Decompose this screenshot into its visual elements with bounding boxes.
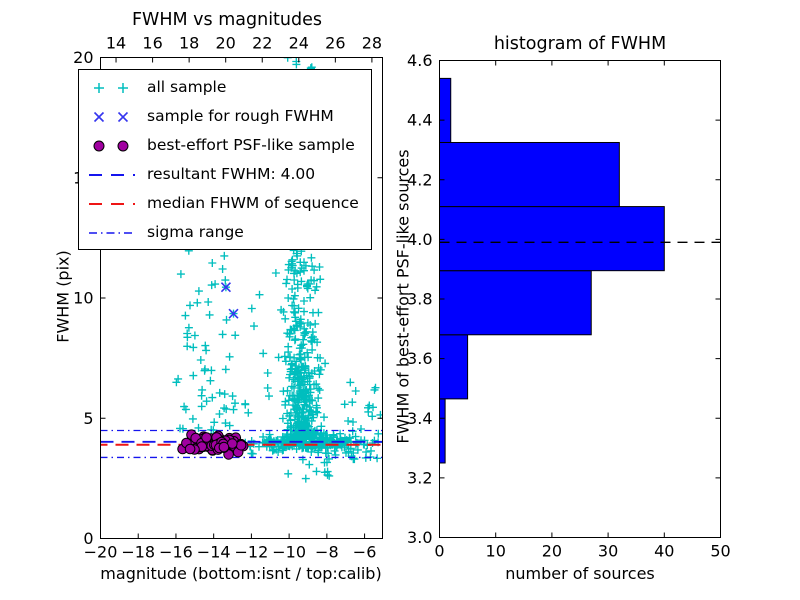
right-ytick-label: 3.2	[407, 468, 432, 487]
right-xtick-label: 20	[542, 542, 562, 561]
legend-label: median FHWM of sequence	[147, 193, 359, 212]
legend-row: best-effort PSF-like sample	[85, 131, 371, 160]
legend-marker-plus-pair	[94, 82, 128, 93]
histogram-bars	[439, 77, 665, 464]
legend-marker-circle-pair	[93, 140, 129, 151]
histogram-bar	[439, 398, 446, 464]
left-ytick-label: 0	[83, 529, 93, 548]
legend-label: sigma range	[147, 222, 244, 241]
left-xtick-label: −18	[121, 543, 155, 562]
psf-like-point	[201, 432, 212, 443]
psf-like-point	[218, 441, 230, 453]
legend-label: resultant FWHM: 4.00	[147, 164, 316, 183]
right-ytick-label: 4.6	[407, 51, 432, 70]
legend-row: sample for rough FWHM	[85, 102, 371, 131]
right-plot-title: histogram of FWHM	[493, 34, 667, 54]
left-ytick-label: 10	[73, 289, 93, 308]
left-top-xtick-label: 22	[252, 34, 272, 53]
left-xtick-label: −20	[84, 543, 118, 562]
left-top-xtick-label: 18	[179, 34, 199, 53]
right-plot-xlabel: number of sources	[505, 564, 655, 583]
left-plot-title: FWHM vs magnitudes	[131, 10, 323, 30]
rough-fwhm-points	[220, 282, 239, 319]
left-plot-data	[100, 57, 383, 483]
right-ytick-label: 3.4	[407, 409, 432, 428]
right-xtick-label: 50	[710, 542, 730, 561]
legend-row: all sample	[85, 73, 371, 102]
right-xtick-label: 0	[434, 542, 444, 561]
histogram-bar	[439, 77, 452, 143]
left-plot-xlabel: magnitude (bottom:isnt / top:calib)	[100, 564, 382, 583]
right-xtick-label: 10	[486, 542, 506, 561]
psf-like-point	[235, 440, 247, 451]
left-xtick-label: −16	[159, 543, 193, 562]
right-plot: 0 10 20 30 40 50 3.0 3.2 3.4 3.6 3.8 4.0 4.2 4.4 4.6	[407, 51, 731, 561]
histogram-bar	[439, 206, 665, 272]
right-ytick-label: 4.2	[407, 170, 432, 189]
histogram-bar	[439, 141, 620, 208]
legend-label: best-effort PSF-like sample	[147, 135, 355, 154]
psf-like-point	[184, 443, 196, 455]
right-ytick-label: 4.0	[407, 230, 432, 249]
left-xtick-label: −14	[197, 543, 231, 562]
psf-like-points	[177, 429, 249, 460]
left-ytick-label: 5	[83, 409, 93, 428]
legend-row: sigma range	[85, 218, 371, 247]
legend: all sample sample for rough FWHM best-effo…	[78, 69, 372, 250]
left-xtick-label: −6	[353, 543, 377, 562]
left-xtick-label: −10	[272, 543, 306, 562]
left-xtick-label: −12	[235, 543, 269, 562]
left-ytick-label: 20	[73, 48, 93, 67]
left-xtick-label: −8	[315, 543, 339, 562]
left-top-xtick-label: 26	[325, 34, 345, 53]
legend-marker-dashdot-line	[89, 231, 135, 234]
right-ytick-label: 3.8	[407, 290, 432, 309]
right-ytick-label: 4.4	[407, 111, 432, 130]
legend-marker-x-pair	[93, 111, 129, 122]
legend-marker-dashed-line	[89, 202, 135, 205]
legend-row: median FHWM of sequence	[85, 189, 371, 218]
right-plot-ylabel: FWHM of best-effort PSF-like sources	[393, 149, 413, 444]
left-top-xtick-label: 28	[362, 34, 382, 53]
right-xtick-label: 30	[598, 542, 618, 561]
histogram-bar	[439, 334, 469, 400]
left-plot-ylabel: FWHM (pix)	[53, 250, 73, 343]
left-top-xtick-label: 20	[216, 34, 236, 53]
legend-row: resultant FWHM: 4.00	[85, 160, 371, 189]
legend-marker-dashed-line	[89, 173, 135, 176]
left-top-xtick-label: 14	[106, 34, 126, 53]
right-xtick-label: 40	[654, 542, 674, 561]
left-top-xtick-label: 16	[142, 34, 162, 53]
legend-label: all sample	[147, 77, 227, 96]
right-ytick-label: 3.0	[407, 528, 432, 547]
right-plot-ticks	[439, 60, 721, 538]
left-plot-ticks	[100, 57, 383, 539]
legend-label: sample for rough FWHM	[147, 106, 334, 125]
left-top-xtick-label: 24	[289, 34, 309, 53]
histogram-bar	[439, 270, 592, 336]
right-ytick-label: 3.6	[407, 349, 432, 368]
